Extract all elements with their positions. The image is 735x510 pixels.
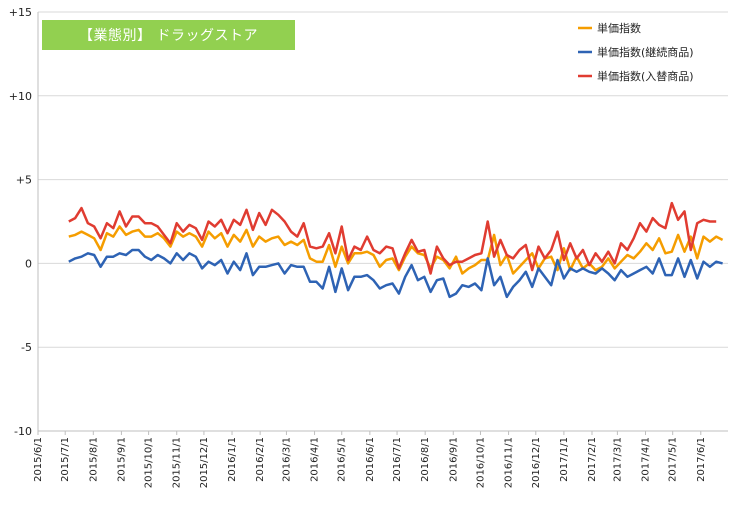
- x-tick-label: 2017/2/1: [587, 437, 598, 482]
- x-tick-label: 2016/10/1: [475, 437, 486, 488]
- chart-title: 【業態別】 ドラッグストア: [79, 28, 258, 44]
- x-tick-label: 2017/5/1: [668, 437, 679, 482]
- x-tick-label: 2016/1/1: [227, 437, 238, 482]
- x-tick-label: 2016/7/1: [392, 437, 403, 482]
- x-tick-label: 2015/6/1: [33, 437, 44, 482]
- x-tick-label: 2016/3/1: [281, 437, 292, 482]
- legend-label: 単価指数: [597, 21, 641, 35]
- x-tick-label: 2015/11/1: [172, 437, 183, 488]
- x-tick-label: 2016/4/1: [310, 437, 321, 482]
- y-tick-label: -5: [21, 341, 32, 354]
- x-tick-label: 2015/12/1: [199, 437, 210, 488]
- y-tick-label: -10: [14, 425, 32, 438]
- x-tick-label: 2015/7/1: [60, 437, 71, 482]
- x-tick-label: 2015/8/1: [88, 437, 99, 482]
- x-tick-label: 2016/2/1: [255, 437, 266, 482]
- series-line: [68, 225, 724, 275]
- series-line: [68, 248, 723, 299]
- x-tick-label: 2017/4/1: [640, 437, 651, 482]
- series-line: [68, 201, 717, 275]
- x-tick-label: 2016/9/1: [448, 437, 459, 482]
- y-tick-label: +10: [9, 90, 32, 103]
- legend-label: 単価指数(継続商品): [597, 45, 694, 59]
- x-tick-label: 2017/1/1: [559, 437, 570, 482]
- x-tick-label: 2016/6/1: [365, 437, 376, 482]
- x-tick-label: 2016/5/1: [337, 437, 348, 482]
- x-tick-label: 2016/11/1: [504, 437, 515, 488]
- x-tick-label: 2015/10/1: [144, 437, 155, 488]
- x-tick-label: 2016/12/1: [531, 437, 542, 488]
- x-tick-label: 2017/3/1: [612, 437, 623, 482]
- legend-label: 単価指数(入替商品): [597, 69, 694, 83]
- x-tick-label: 2015/9/1: [116, 437, 127, 482]
- chart-title-badge: 【業態別】 ドラッグストア: [42, 20, 295, 50]
- x-tick-label: 2016/8/1: [420, 437, 431, 482]
- x-tick-label: 2017/6/1: [696, 437, 707, 482]
- y-tick-label: +5: [16, 174, 32, 187]
- y-tick-label: 0: [25, 257, 32, 270]
- y-tick-label: +15: [9, 6, 32, 19]
